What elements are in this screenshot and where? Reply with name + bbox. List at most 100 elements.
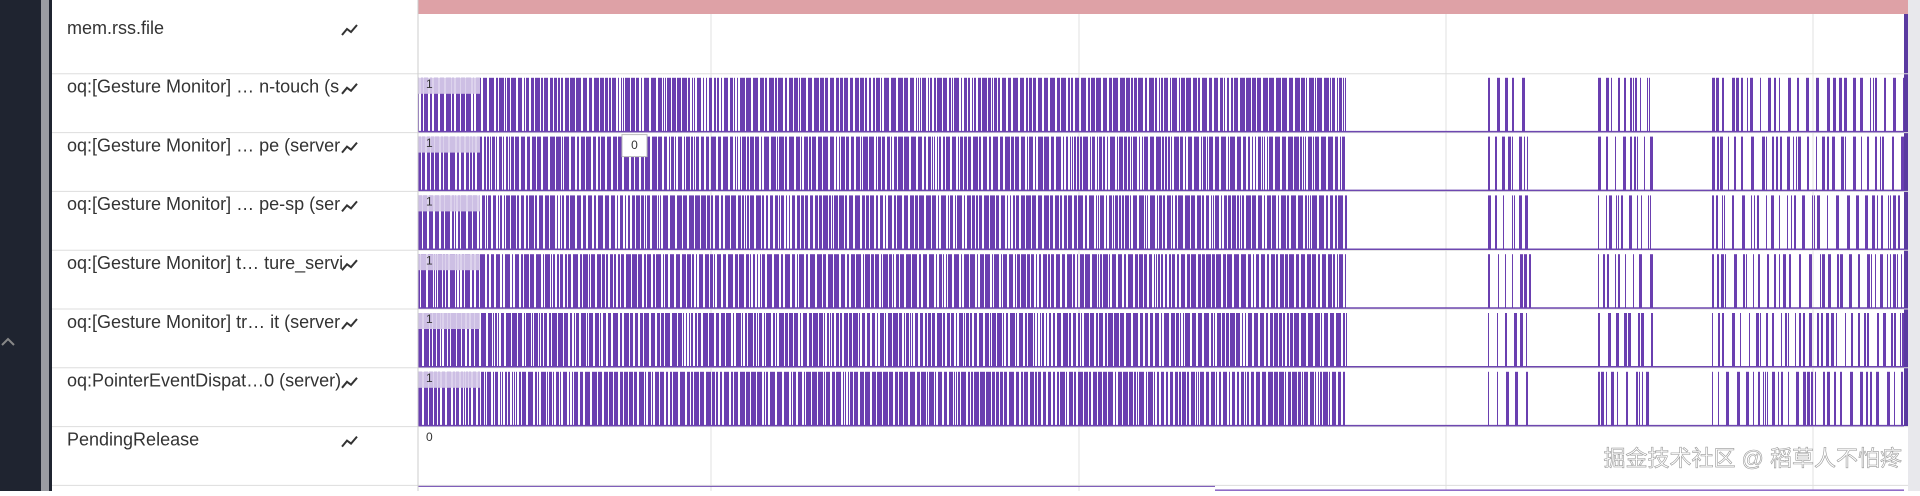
counter-slice xyxy=(1228,195,1231,250)
counter-slice xyxy=(1036,254,1037,308)
counter-slice xyxy=(504,195,505,250)
counter-slice xyxy=(958,371,960,426)
counter-slice xyxy=(753,77,758,132)
counter-slice xyxy=(954,254,959,308)
counter-slice xyxy=(1078,313,1080,367)
counter-slice xyxy=(750,136,754,191)
counter-slice xyxy=(444,136,448,191)
counter-slice xyxy=(1098,371,1102,426)
track-name: PendingRelease xyxy=(67,429,199,449)
counter-slice xyxy=(673,371,678,426)
counter-slice xyxy=(712,371,715,426)
counter-slice xyxy=(532,313,533,367)
counter-slice xyxy=(691,371,693,426)
counter-slice xyxy=(904,136,909,191)
counter-slice xyxy=(724,371,729,426)
counter-slice xyxy=(745,313,747,367)
counter-slice xyxy=(1268,371,1273,426)
counter-slice xyxy=(1712,77,1715,132)
counter-slice xyxy=(598,136,600,191)
counter-slice xyxy=(1232,371,1235,426)
counter-slice xyxy=(588,195,592,250)
counter-slice xyxy=(1788,77,1791,132)
counter-slice xyxy=(1732,313,1735,367)
counter-slice xyxy=(1639,254,1642,308)
counter-slice xyxy=(1281,195,1286,250)
counter-slice xyxy=(701,195,706,250)
counter-slice xyxy=(1215,136,1219,191)
counter-slice xyxy=(1276,254,1278,308)
counter-slice xyxy=(1283,313,1285,367)
counter-slice xyxy=(972,77,973,132)
counter-slice xyxy=(797,254,798,308)
counter-slice xyxy=(524,254,529,308)
counter-slice xyxy=(1606,371,1607,426)
counter-slice xyxy=(1901,136,1904,191)
counter-slice xyxy=(1089,195,1094,250)
counter-slice xyxy=(819,313,823,367)
counter-slice xyxy=(1227,77,1229,132)
counter-slice xyxy=(457,136,459,191)
top-track-bar xyxy=(418,0,1908,14)
counter-slice xyxy=(1768,77,1771,132)
counter-slice xyxy=(1125,195,1129,250)
counter-slice xyxy=(1649,77,1650,132)
counter-slice xyxy=(564,313,568,367)
counter-slice xyxy=(645,371,646,426)
counter-slice xyxy=(602,254,605,308)
counter-slice xyxy=(1607,254,1609,308)
counter-slice xyxy=(638,254,642,308)
collapse-chevron[interactable] xyxy=(1,337,15,346)
counter-slice xyxy=(1064,195,1067,250)
counter-slice xyxy=(779,195,780,250)
counter-slice xyxy=(1875,136,1877,191)
counter-slice xyxy=(806,254,808,308)
counter-slice xyxy=(880,313,884,367)
counter-slice xyxy=(1204,313,1209,367)
counter-slice xyxy=(951,313,954,367)
counter-slice xyxy=(1860,371,1863,426)
counter-slice xyxy=(798,371,802,426)
counter-slice xyxy=(1007,195,1008,250)
counter-slice xyxy=(694,77,695,132)
counter-slice xyxy=(1298,195,1303,250)
counter-slice xyxy=(505,371,507,426)
counter-slice xyxy=(486,195,487,250)
counter-slice xyxy=(634,371,637,426)
counter-slice xyxy=(1881,195,1883,250)
counter-slice xyxy=(466,371,468,426)
counter-slice xyxy=(1598,313,1600,367)
counter-slice xyxy=(1081,77,1086,132)
counter-slice xyxy=(928,136,931,191)
counter-slice xyxy=(711,195,713,250)
counter-slice xyxy=(1335,136,1338,191)
scrollbar[interactable] xyxy=(41,0,49,491)
counter-slice xyxy=(1015,136,1019,191)
counter-slice xyxy=(754,313,756,367)
counter-slice xyxy=(996,195,999,250)
counter-slice xyxy=(1038,136,1043,191)
counter-slice xyxy=(779,313,784,367)
counter-slice xyxy=(1219,371,1221,426)
counter-slice xyxy=(505,77,506,132)
counter-slice xyxy=(1817,313,1819,367)
counter-slice xyxy=(462,313,465,367)
counter-slice xyxy=(1154,371,1155,426)
counter-slice xyxy=(1242,313,1243,367)
counter-slice xyxy=(446,77,451,132)
counter-slice xyxy=(418,136,421,191)
chart-icon xyxy=(341,200,358,213)
counter-slice xyxy=(1241,254,1246,308)
counter-slice xyxy=(1180,136,1183,191)
counter-slice xyxy=(583,195,586,250)
counter-slice xyxy=(630,313,633,367)
counter-slice xyxy=(1734,254,1737,308)
counter-slice xyxy=(1306,77,1307,132)
counter-slice xyxy=(943,313,945,367)
counter-slice xyxy=(705,254,709,308)
counter-slice xyxy=(1262,136,1263,191)
counter-slice xyxy=(1712,254,1714,308)
counter-slice xyxy=(1520,313,1523,367)
counter-slice xyxy=(1150,195,1155,250)
counter-slice xyxy=(1085,254,1090,308)
